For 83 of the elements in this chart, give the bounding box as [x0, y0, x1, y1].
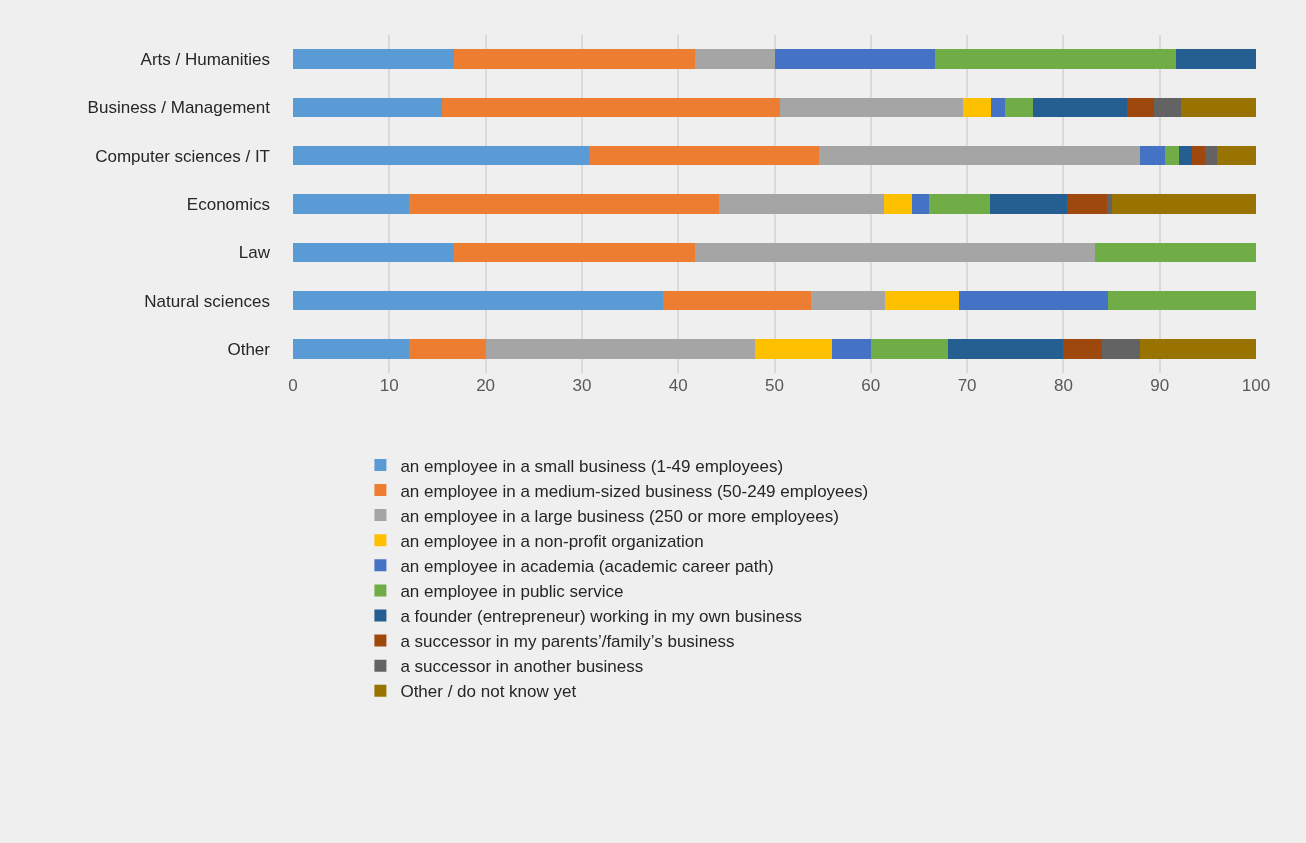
bar — [453, 49, 695, 69]
bar — [293, 146, 589, 166]
legend-label: an employee in academia (academic career path) — [400, 556, 774, 576]
bar — [811, 290, 886, 311]
bar — [912, 194, 929, 214]
bar — [442, 97, 781, 118]
bar — [694, 49, 775, 69]
x-tick-label: 20 — [476, 376, 496, 395]
bar — [885, 290, 960, 311]
bar — [1032, 97, 1127, 118]
bar — [1106, 194, 1112, 214]
bar — [755, 339, 833, 359]
bar — [662, 290, 812, 311]
bar — [1180, 97, 1256, 118]
legend-label: an employee in a large business (250 or more employees) — [400, 506, 839, 526]
x-tick-label: 100 — [1241, 376, 1271, 395]
bar — [293, 290, 663, 311]
bar — [1095, 242, 1256, 262]
bar — [293, 49, 454, 69]
bar — [1176, 49, 1256, 69]
bar — [959, 290, 1108, 311]
bar — [293, 97, 443, 118]
y-tick-label: Computer sciences / IT — [95, 146, 270, 166]
bar — [453, 242, 695, 262]
x-tick-label: 0 — [288, 376, 298, 395]
bar — [935, 49, 1177, 69]
bar — [293, 194, 409, 214]
legend-label: a successor in another business — [400, 657, 644, 677]
bar — [832, 339, 871, 359]
bar — [694, 242, 1096, 262]
y-tick-label: Other — [227, 339, 271, 359]
bar — [1217, 146, 1256, 166]
bar — [1063, 339, 1102, 359]
bar — [818, 146, 1141, 166]
bar — [718, 194, 885, 214]
bar — [1067, 194, 1107, 214]
bar — [1111, 194, 1256, 214]
bar — [1107, 290, 1256, 311]
bar — [293, 242, 454, 262]
x-tick-label: 10 — [379, 376, 399, 395]
legend-label: Other / do not know yet — [400, 682, 577, 702]
legend-label: an employee in a medium-sized business (50-249 employees) — [400, 481, 869, 501]
x-tick-label: 40 — [668, 376, 688, 395]
bar — [870, 339, 948, 359]
y-tick-label: Natural sciences — [144, 291, 270, 311]
bar — [1126, 97, 1154, 118]
bar — [1204, 146, 1218, 166]
bar — [485, 339, 756, 359]
x-tick-label: 60 — [861, 376, 881, 395]
bar — [990, 194, 1068, 214]
y-tick-label: Law — [238, 243, 271, 263]
x-tick-label: 80 — [1053, 376, 1073, 395]
bar — [293, 339, 409, 359]
bar — [1165, 146, 1179, 166]
bar — [991, 97, 1005, 118]
bar — [774, 49, 936, 69]
x-tick-label: 50 — [765, 376, 784, 395]
y-tick-label: Business / Management — [87, 98, 271, 118]
bar — [1153, 97, 1181, 118]
legend-label: an employee in public service — [400, 582, 624, 602]
bar — [588, 146, 819, 166]
bar — [1140, 146, 1166, 166]
bar — [947, 339, 1064, 359]
y-tick-label: Arts / Humanities — [140, 50, 270, 70]
bar — [408, 339, 486, 359]
bar — [1140, 339, 1256, 359]
x-tick-label: 30 — [572, 376, 592, 395]
bar — [408, 194, 719, 214]
legend-label: an employee in a small business (1-49 employees) — [400, 456, 784, 476]
y-tick-label: Economics — [186, 194, 270, 214]
bar — [928, 194, 991, 214]
legend-label: a successor in my parents’/family’s business — [400, 632, 735, 652]
bar — [884, 194, 913, 214]
legend-label: a founder (entrepreneur) working in my own business — [400, 607, 802, 627]
x-tick-label: 90 — [1150, 376, 1170, 395]
bar — [963, 97, 992, 118]
x-tick-label: 70 — [957, 376, 977, 395]
bar — [1004, 97, 1033, 118]
bar — [1192, 146, 1205, 166]
bar — [1178, 146, 1193, 166]
legend-label: an employee in a non-profit organization — [400, 531, 704, 551]
bar — [1101, 339, 1141, 359]
bar — [780, 97, 964, 118]
